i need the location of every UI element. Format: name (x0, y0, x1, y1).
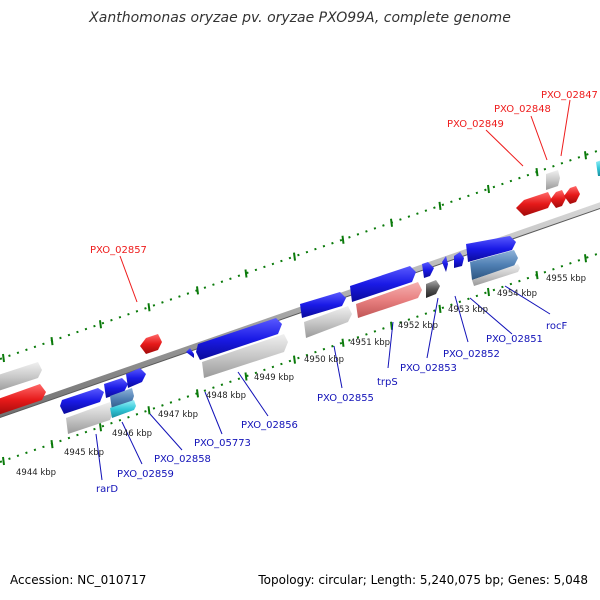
kbp-label: 4944 kbp (16, 468, 56, 478)
gene-label-forward[interactable]: PXO_02851 (486, 334, 543, 345)
gene-label-forward[interactable]: PXO_02856 (241, 420, 298, 431)
forward-strand-features (60, 236, 520, 434)
feature-blue-forward (126, 368, 146, 388)
gene-label-reverse[interactable]: PXO_02847 (541, 90, 598, 101)
major-tick (341, 338, 345, 347)
kbp-labels: 4944 kbp 4945 kbp 4946 kbp 4947 kbp 4948… (16, 274, 586, 478)
feature-red-reverse (516, 192, 552, 216)
gene-label-reverse[interactable]: PXO_02848 (494, 104, 551, 115)
feature-cyan (110, 400, 136, 418)
major-tick (50, 439, 54, 449)
reverse-leaders (119, 99, 571, 303)
kbp-label: 4950 kbp (304, 355, 344, 365)
feature-blue-forward (442, 256, 448, 272)
reverse-strand-features (0, 160, 600, 415)
major-tick (196, 389, 199, 398)
feature-grey (546, 170, 560, 190)
major-tick (293, 252, 296, 261)
genome-backbone (0, 202, 600, 418)
genome-summary-text: Topology: circular; Length: 5,240,075 bp… (258, 573, 588, 587)
kbp-label: 4949 kbp (254, 373, 294, 383)
feature-steel (470, 250, 518, 280)
feature-grey (304, 306, 352, 338)
major-tick (244, 372, 248, 381)
feature-blue-forward (186, 348, 194, 358)
lower-tick-track (0, 252, 600, 463)
feature-grey (0, 362, 42, 391)
feature-blue-forward (350, 266, 416, 302)
major-tick (2, 456, 5, 466)
major-tick (584, 151, 587, 160)
major-tick (99, 423, 102, 432)
gene-label-forward[interactable]: rocF (546, 321, 568, 332)
gene-label-forward[interactable]: trpS (377, 377, 398, 388)
kbp-label: 4955 kbp (546, 274, 586, 284)
major-tick (535, 167, 539, 177)
gene-label-reverse[interactable]: PXO_02849 (447, 119, 504, 130)
major-tick (244, 269, 248, 278)
map-title: Xanthomonas oryzae pv. oryzae PXO99A, co… (89, 10, 511, 26)
feature-red-reverse (140, 334, 162, 354)
feature-red-reverse (0, 384, 46, 415)
major-tick (147, 406, 151, 415)
feature-blue-forward (454, 252, 464, 268)
feature-red-reverse (550, 190, 566, 208)
feature-dark (426, 280, 440, 298)
gene-label-forward[interactable]: PXO_02853 (400, 363, 457, 374)
major-tick (196, 286, 199, 295)
major-tick (438, 304, 442, 314)
gene-label-forward[interactable]: PXO_02859 (117, 469, 174, 480)
forward-leaders (95, 285, 551, 481)
gene-label-reverse[interactable]: PXO_02857 (90, 245, 147, 256)
feature-blue-forward (196, 318, 282, 360)
major-tick (584, 254, 587, 263)
kbp-label: 4945 kbp (64, 448, 104, 458)
kbp-label: 4951 kbp (350, 338, 390, 348)
feature-grey (66, 402, 114, 434)
major-tick (438, 201, 442, 211)
reverse-gene-labels: PXO_02857 PXO_02849 PXO_02848 PXO_02847 (90, 90, 598, 256)
feature-blue-forward (60, 388, 104, 414)
major-tick (50, 336, 54, 346)
feature-blue-forward (104, 378, 128, 398)
feature-red-reverse (564, 186, 580, 204)
major-tick (487, 287, 490, 297)
major-tick (535, 270, 539, 280)
major-tick (390, 218, 393, 227)
major-tick (487, 184, 490, 194)
kbp-label: 4948 kbp (206, 391, 246, 401)
feature-steel (110, 388, 134, 410)
major-tick (341, 235, 345, 244)
kbp-label: 4946 kbp (112, 429, 152, 439)
gene-label-forward[interactable]: PXO_02855 (317, 393, 374, 404)
gene-label-forward[interactable]: PXO_05773 (194, 438, 251, 449)
feature-cyan (596, 160, 600, 176)
feature-blue-forward (466, 236, 516, 262)
feature-grey (202, 334, 288, 378)
accession-text: Accession: NC_010717 (10, 573, 147, 587)
kbp-label: 4952 kbp (398, 321, 438, 331)
feature-blue-forward (300, 292, 346, 318)
gene-label-forward[interactable]: PXO_02858 (154, 454, 211, 465)
major-tick (2, 353, 5, 363)
feature-pink (356, 282, 422, 318)
forward-gene-labels: rarD PXO_02859 PXO_02858 PXO_05773 PXO_0… (96, 321, 568, 495)
feature-blue-forward (422, 262, 434, 278)
kbp-label: 4953 kbp (448, 305, 488, 315)
major-ticks (2, 151, 587, 466)
major-tick (99, 320, 102, 329)
gene-label-forward[interactable]: PXO_02852 (443, 349, 500, 360)
major-tick (293, 355, 296, 364)
major-tick (147, 303, 151, 312)
kbp-label: 4947 kbp (158, 410, 198, 420)
feature-grey (472, 264, 520, 286)
kbp-label: 4954 kbp (497, 289, 537, 299)
gene-label-forward[interactable]: rarD (96, 484, 118, 495)
